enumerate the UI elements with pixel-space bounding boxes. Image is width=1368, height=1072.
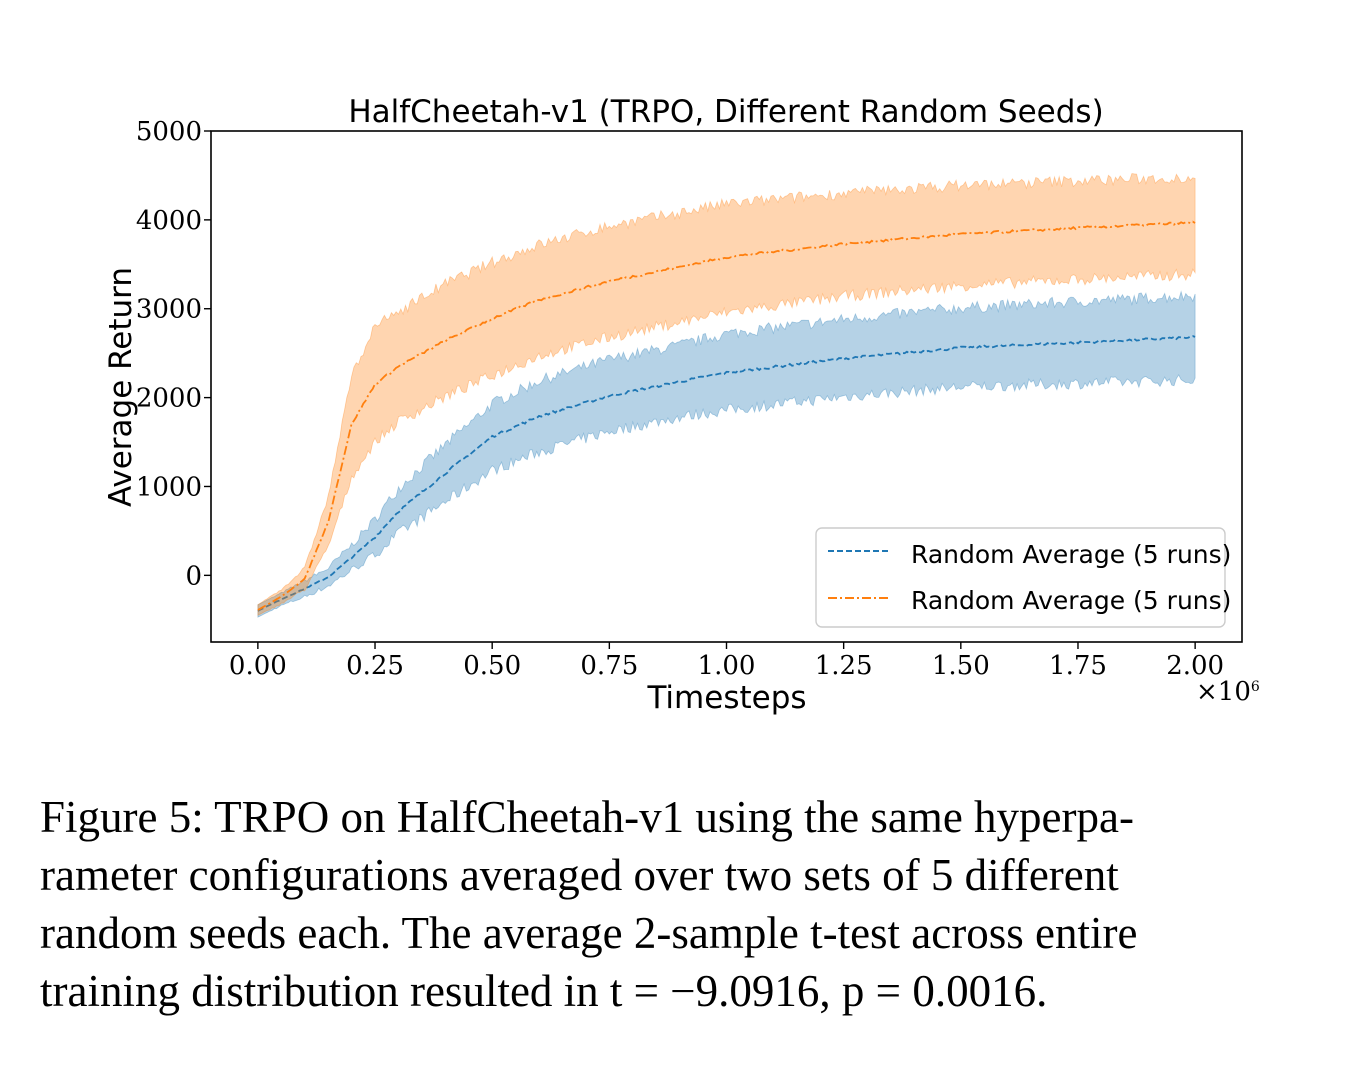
plot-area	[257, 173, 1196, 618]
series-line-1	[257, 220, 1196, 611]
y-axis-label: Average Return	[103, 267, 139, 507]
series-band-1	[257, 173, 1196, 616]
figure-caption: Figure 5: TRPO on HalfCheetah-v1 using t…	[40, 788, 1340, 1020]
y-tick-label: 0	[185, 561, 202, 591]
x-tick-label: 1.75	[1049, 651, 1107, 681]
legend-label-orange: Random Average (5 runs)	[911, 586, 1231, 615]
x-tick-label: 0.00	[229, 651, 287, 681]
series-0	[257, 290, 1196, 618]
x-tick-label: 1.25	[815, 651, 873, 681]
chart-title: HalfCheetah-v1 (TRPO, Different Random S…	[348, 94, 1103, 130]
x-tick-label: 0.75	[580, 651, 638, 681]
y-tick-label: 5000	[136, 117, 202, 147]
y-tick-label: 3000	[136, 295, 202, 325]
legend-label-blue: Random Average (5 runs)	[911, 540, 1231, 569]
caption-line-3: random seeds each. The average 2-sample …	[40, 908, 1138, 958]
caption-line-1: Figure 5: TRPO on HalfCheetah-v1 using t…	[40, 792, 1134, 842]
x-axis: 0.00 0.25 0.50 0.75 1.00 1.25 1.50 1.75 2.00	[229, 642, 1224, 681]
x-multiplier-base: ×10	[1196, 677, 1251, 707]
caption-line-4: training distribution resulted in t = −9…	[40, 966, 1048, 1016]
y-tick-label: 2000	[136, 384, 202, 414]
series-band-0	[257, 290, 1196, 618]
y-tick-label: 1000	[136, 472, 202, 502]
series-line-0	[257, 335, 1196, 612]
x-tick-label: 1.00	[698, 651, 756, 681]
x-axis-multiplier: ×106	[1196, 677, 1260, 707]
legend: Random Average (5 runs) Random Average (…	[815, 527, 1231, 628]
x-tick-label: 2.00	[1166, 651, 1224, 681]
legend-box	[815, 527, 1226, 628]
chart: HalfCheetah-v1 (TRPO, Different Random S…	[103, 94, 1260, 716]
x-tick-label: 0.50	[463, 651, 521, 681]
y-tick-label: 4000	[136, 206, 202, 236]
x-tick-label: 1.50	[932, 651, 990, 681]
y-axis: 0 1000 2000 3000 4000 5000	[136, 117, 211, 591]
series-1	[257, 173, 1196, 616]
x-axis-label: Timesteps	[646, 680, 806, 716]
x-tick-label: 0.25	[346, 651, 404, 681]
x-multiplier-exp: 6	[1251, 679, 1260, 695]
caption-line-2: rameter configurations averaged over two…	[40, 850, 1119, 900]
